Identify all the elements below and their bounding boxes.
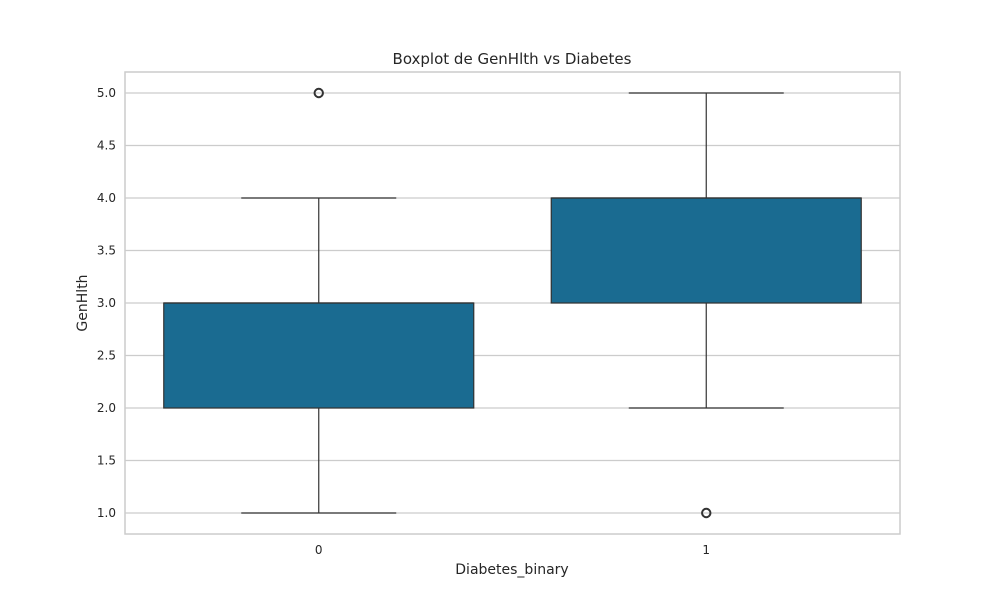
y-tick-label: 3.5 xyxy=(97,244,116,258)
outlier-point xyxy=(313,87,324,99)
box-group-1 xyxy=(550,92,862,519)
box-iqr xyxy=(550,197,862,304)
x-tick-label: 1 xyxy=(702,543,710,557)
box-group-0 xyxy=(163,87,475,514)
y-tick-label: 1.0 xyxy=(97,506,116,520)
y-tick-label: 4.5 xyxy=(97,139,116,153)
y-tick-label: 1.5 xyxy=(97,454,116,468)
y-tick-label: 5.0 xyxy=(97,86,116,100)
chart-title: Boxplot de GenHlth vs Diabetes xyxy=(393,50,632,68)
box-iqr xyxy=(163,302,475,409)
outlier-point xyxy=(701,507,712,519)
y-tick-label: 3.0 xyxy=(97,296,116,310)
y-tick-label: 4.0 xyxy=(97,191,116,205)
plot-frame xyxy=(124,71,901,535)
y-tick-labels: 1.0 1.5 2.0 2.5 3.0 3.5 4.0 4.5 5.0 xyxy=(97,86,116,520)
boxes xyxy=(163,87,862,519)
x-axis-label: Diabetes_binary xyxy=(455,562,568,578)
y-axis-label: GenHlth xyxy=(75,274,91,331)
y-tick-label: 2.0 xyxy=(97,401,116,415)
y-tick-label: 2.5 xyxy=(97,349,116,363)
x-tick-label: 0 xyxy=(315,543,323,557)
